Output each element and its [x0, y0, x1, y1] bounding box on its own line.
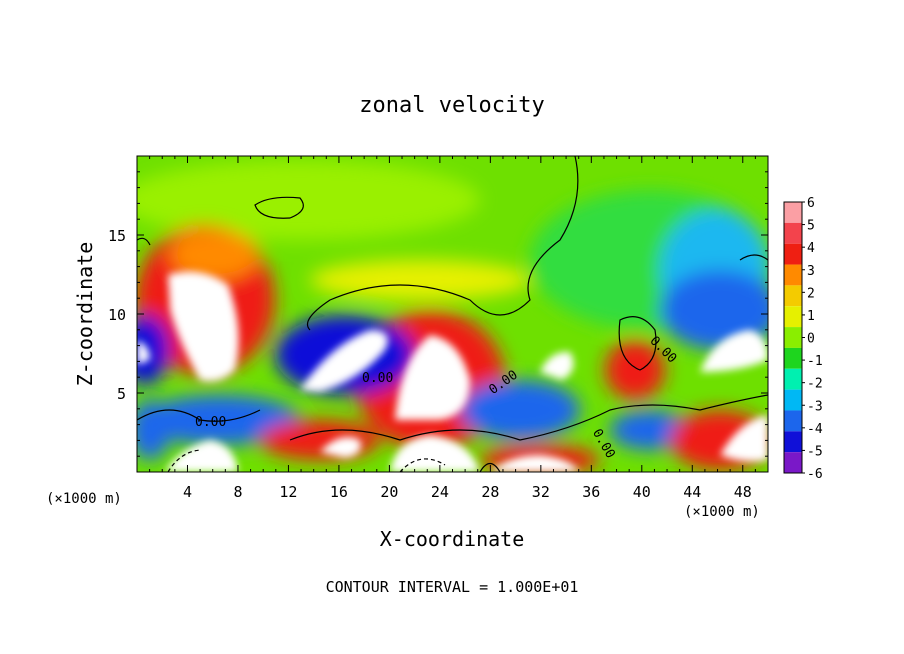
chart-title: zonal velocity	[359, 93, 544, 118]
x-tick-label: 8	[233, 483, 242, 501]
colorbar-label: -1	[807, 354, 823, 369]
colorbar-swatch	[784, 202, 802, 223]
x-tick-label: 48	[734, 483, 752, 501]
colorbar-label: 0	[807, 332, 815, 347]
colorbar-swatch	[784, 264, 802, 286]
colorbar-label: 6	[807, 196, 815, 211]
colorbar-label: 5	[807, 219, 815, 234]
colorbar-swatch	[784, 389, 802, 411]
y-unit-label: (×1000 m)	[46, 491, 122, 507]
colorbar-label: 4	[807, 241, 815, 256]
contour-interval-note: CONTOUR INTERVAL = 1.000E+01	[326, 578, 579, 596]
colorbar-swatch	[784, 452, 802, 473]
x-tick-label: 12	[279, 483, 297, 501]
x-tick-label: 40	[633, 483, 651, 501]
colorbar-swatch	[784, 285, 802, 307]
colorbar-swatch	[784, 410, 802, 432]
y-tick-label: 10	[108, 306, 126, 324]
colorbar-label: 3	[807, 264, 815, 279]
colorbar-swatch	[784, 368, 802, 390]
x-tick-label: 16	[330, 483, 348, 501]
colorbar-swatch	[784, 306, 802, 328]
colorbar-swatch	[784, 347, 802, 369]
y-axis: 5 10 15	[108, 171, 768, 457]
x-tick-label: 32	[532, 483, 550, 501]
contour-label: 0.00	[195, 415, 226, 430]
x-tick-label: 28	[481, 483, 499, 501]
colorbar-swatch	[784, 222, 802, 244]
colorbar-label: -2	[807, 377, 823, 392]
x-tick-label: 36	[582, 483, 600, 501]
x-unit-label: (×1000 m)	[684, 504, 760, 520]
colorbar-label: -5	[807, 444, 823, 459]
x-axis: 4 8 12 16 20 24 28 32 36 40 44 48	[149, 156, 756, 501]
contour-label: 0.00	[362, 371, 393, 386]
colorbar-label: -6	[807, 467, 823, 482]
y-tick-label: 5	[117, 385, 126, 403]
colorbar-swatch	[784, 431, 802, 453]
colorbar-label: -3	[807, 399, 823, 414]
colorbar-swatch	[784, 243, 802, 265]
x-tick-label: 44	[683, 483, 701, 501]
colorbar: 6 5 4 3 2 1 0 -1 -2 -3 -4 -5 -6	[783, 196, 823, 482]
x-tick-label: 24	[431, 483, 449, 501]
y-axis-title: Z-coordinate	[73, 242, 97, 387]
x-tick-label: 4	[183, 483, 192, 501]
colorbar-label: -4	[807, 422, 823, 437]
colorbar-swatch	[784, 327, 802, 348]
colorbar-label: 1	[807, 309, 815, 324]
x-tick-label: 20	[380, 483, 398, 501]
x-axis-title: X-coordinate	[380, 527, 525, 551]
y-tick-label: 15	[108, 227, 126, 245]
heatmap-field: 0.00 0.00 0.00 0.00 0.00	[137, 156, 768, 472]
colorbar-label: 2	[807, 286, 815, 301]
